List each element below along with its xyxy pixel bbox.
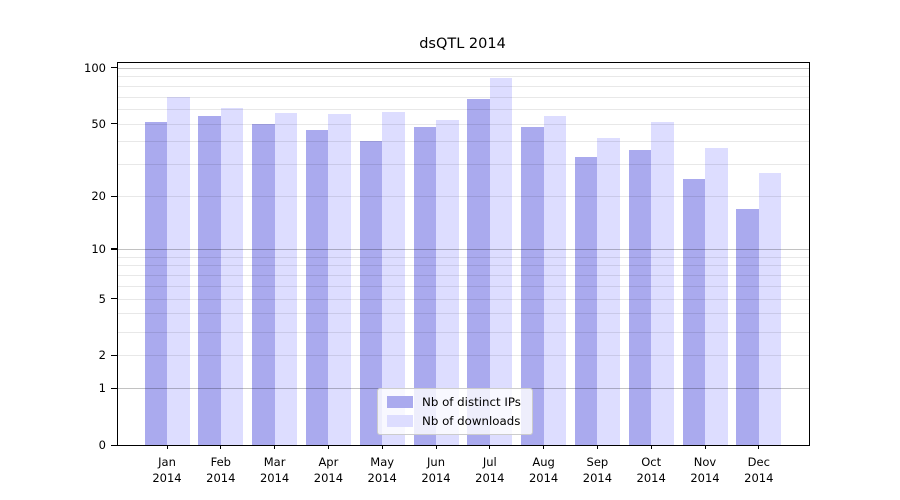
legend-swatch-distinct-ips	[387, 396, 413, 408]
x-tick-label-month-dec: Dec	[747, 455, 770, 469]
x-tick-label-year-jan: 2014	[152, 471, 182, 485]
bar-ips-mar	[252, 123, 275, 445]
x-tick-label-year-nov: 2014	[690, 471, 720, 485]
bar-ips-apr	[305, 130, 329, 445]
x-tick-label-sep: Sep 2014	[567, 454, 627, 486]
y-tick-label-10: 10	[91, 241, 106, 256]
x-tick-label-year-oct: 2014	[636, 471, 666, 485]
x-tick-label-oct: Oct 2014	[621, 454, 681, 486]
x-tick-label-year-sep: 2014	[582, 471, 613, 485]
x-tick-label-jun: Jun 2014	[406, 454, 466, 486]
y-tick-100	[111, 67, 118, 69]
x-tick-label-jul: Jul 2014	[460, 454, 520, 486]
x-tick-label-year-feb: 2014	[206, 471, 236, 485]
y-tick-label-2: 2	[98, 348, 106, 363]
x-tick-label-nov: Nov 2014	[675, 454, 735, 486]
x-tick-dec	[758, 445, 760, 449]
y-tick-2	[111, 354, 118, 356]
y-tick-label-50: 50	[91, 116, 106, 131]
bar-downloads-jul	[489, 78, 513, 445]
bar-ips-may	[359, 141, 383, 445]
bar-ips-aug	[521, 126, 544, 445]
bar-ips-jun	[413, 126, 436, 445]
x-tick-label-year-jul: 2014	[475, 471, 505, 485]
bar-downloads-may	[382, 111, 405, 445]
x-tick-label-year-dec: 2014	[744, 471, 774, 485]
x-tick-label-year-aug: 2014	[528, 471, 559, 485]
bar-downloads-nov	[705, 147, 728, 445]
x-tick-label-month-oct: Oct	[641, 455, 662, 469]
x-tick-label-month-may: May	[370, 455, 395, 469]
legend-swatch-downloads	[387, 415, 413, 427]
x-tick-label-month-apr: Apr	[318, 455, 339, 469]
x-tick-label-month-mar: Mar	[263, 455, 286, 469]
bars-layer	[118, 63, 809, 445]
x-tick-label-dec: Dec 2014	[729, 454, 789, 486]
y-tick-50	[111, 123, 118, 125]
x-tick-label-month-jun: Jun	[427, 455, 445, 469]
bar-downloads-feb	[220, 107, 244, 445]
y-tick-label-5: 5	[98, 291, 106, 306]
legend-item-downloads: Nb of downloads	[387, 414, 521, 428]
y-tick-label-1: 1	[98, 381, 106, 396]
bar-downloads-jun	[436, 120, 459, 445]
bar-ips-jan	[144, 122, 167, 445]
x-tick-label-month-nov: Nov	[693, 455, 717, 469]
x-tick-apr	[327, 445, 330, 449]
legend-label-downloads: Nb of downloads	[422, 414, 521, 428]
x-tick-label-month-jan: Jan	[158, 455, 176, 469]
bar-downloads-mar	[274, 113, 298, 445]
x-tick-jul	[489, 445, 491, 449]
y-tick-0	[111, 444, 118, 446]
bar-ips-sep	[574, 156, 598, 445]
y-tick-label-0: 0	[98, 438, 106, 452]
x-tick-nov	[704, 445, 706, 449]
y-tick-5	[111, 298, 118, 300]
bar-ips-jul	[467, 98, 490, 445]
y-tick-label-100: 100	[84, 60, 106, 75]
bar-downloads-jan	[167, 96, 190, 445]
bar-downloads-dec	[758, 172, 782, 445]
bar-ips-dec	[736, 208, 759, 445]
x-tick-label-month-feb: Feb	[210, 455, 231, 469]
x-tick-label-may: May 2014	[352, 454, 412, 486]
x-tick-label-mar: Mar 2014	[245, 454, 305, 486]
x-tick-label-month-sep: Sep	[586, 455, 609, 469]
x-tick-label-jan: Jan 2014	[137, 454, 197, 486]
legend: Nb of distinct IPs Nb of downloads	[377, 388, 533, 435]
y-tick-label-20: 20	[91, 189, 106, 204]
x-tick-aug	[543, 445, 545, 449]
legend-label-distinct-ips: Nb of distinct IPs	[422, 395, 521, 409]
x-tick-label-year-apr: 2014	[313, 471, 344, 485]
legend-item-distinct-ips: Nb of distinct IPs	[387, 395, 521, 409]
bar-downloads-oct	[651, 122, 674, 445]
bar-ips-oct	[628, 149, 652, 445]
x-tick-jan	[166, 445, 168, 449]
x-tick-may	[381, 445, 383, 449]
bar-downloads-sep	[597, 137, 620, 445]
x-tick-label-year-mar: 2014	[259, 471, 290, 485]
x-tick-label-month-aug: Aug	[532, 455, 555, 469]
x-tick-label-year-jun: 2014	[421, 471, 451, 485]
x-tick-oct	[650, 445, 652, 449]
bar-downloads-aug	[543, 115, 567, 445]
x-tick-sep	[596, 445, 599, 449]
x-tick-feb	[220, 445, 222, 449]
x-tick-jun	[435, 445, 437, 449]
x-tick-label-aug: Aug 2014	[514, 454, 574, 486]
y-tick-10	[111, 248, 118, 250]
x-tick-label-year-may: 2014	[367, 471, 397, 485]
x-tick-mar	[274, 445, 276, 449]
y-tick-20	[111, 195, 118, 197]
bar-downloads-apr	[328, 114, 351, 445]
bar-ips-nov	[682, 178, 705, 445]
y-tick-1	[111, 387, 118, 390]
bar-ips-feb	[198, 115, 221, 445]
plot-area: 0 1 2 5 10 20 50 100 Jan 2014 Feb 2014 Mar 2014 Apr 20…	[84, 62, 810, 485]
x-tick-label-feb: Feb 2014	[191, 454, 251, 486]
chart-title: dsQTL 2014	[419, 36, 506, 52]
x-tick-label-apr: Apr 2014	[298, 454, 358, 486]
x-tick-label-month-jul: Jul	[482, 455, 497, 469]
